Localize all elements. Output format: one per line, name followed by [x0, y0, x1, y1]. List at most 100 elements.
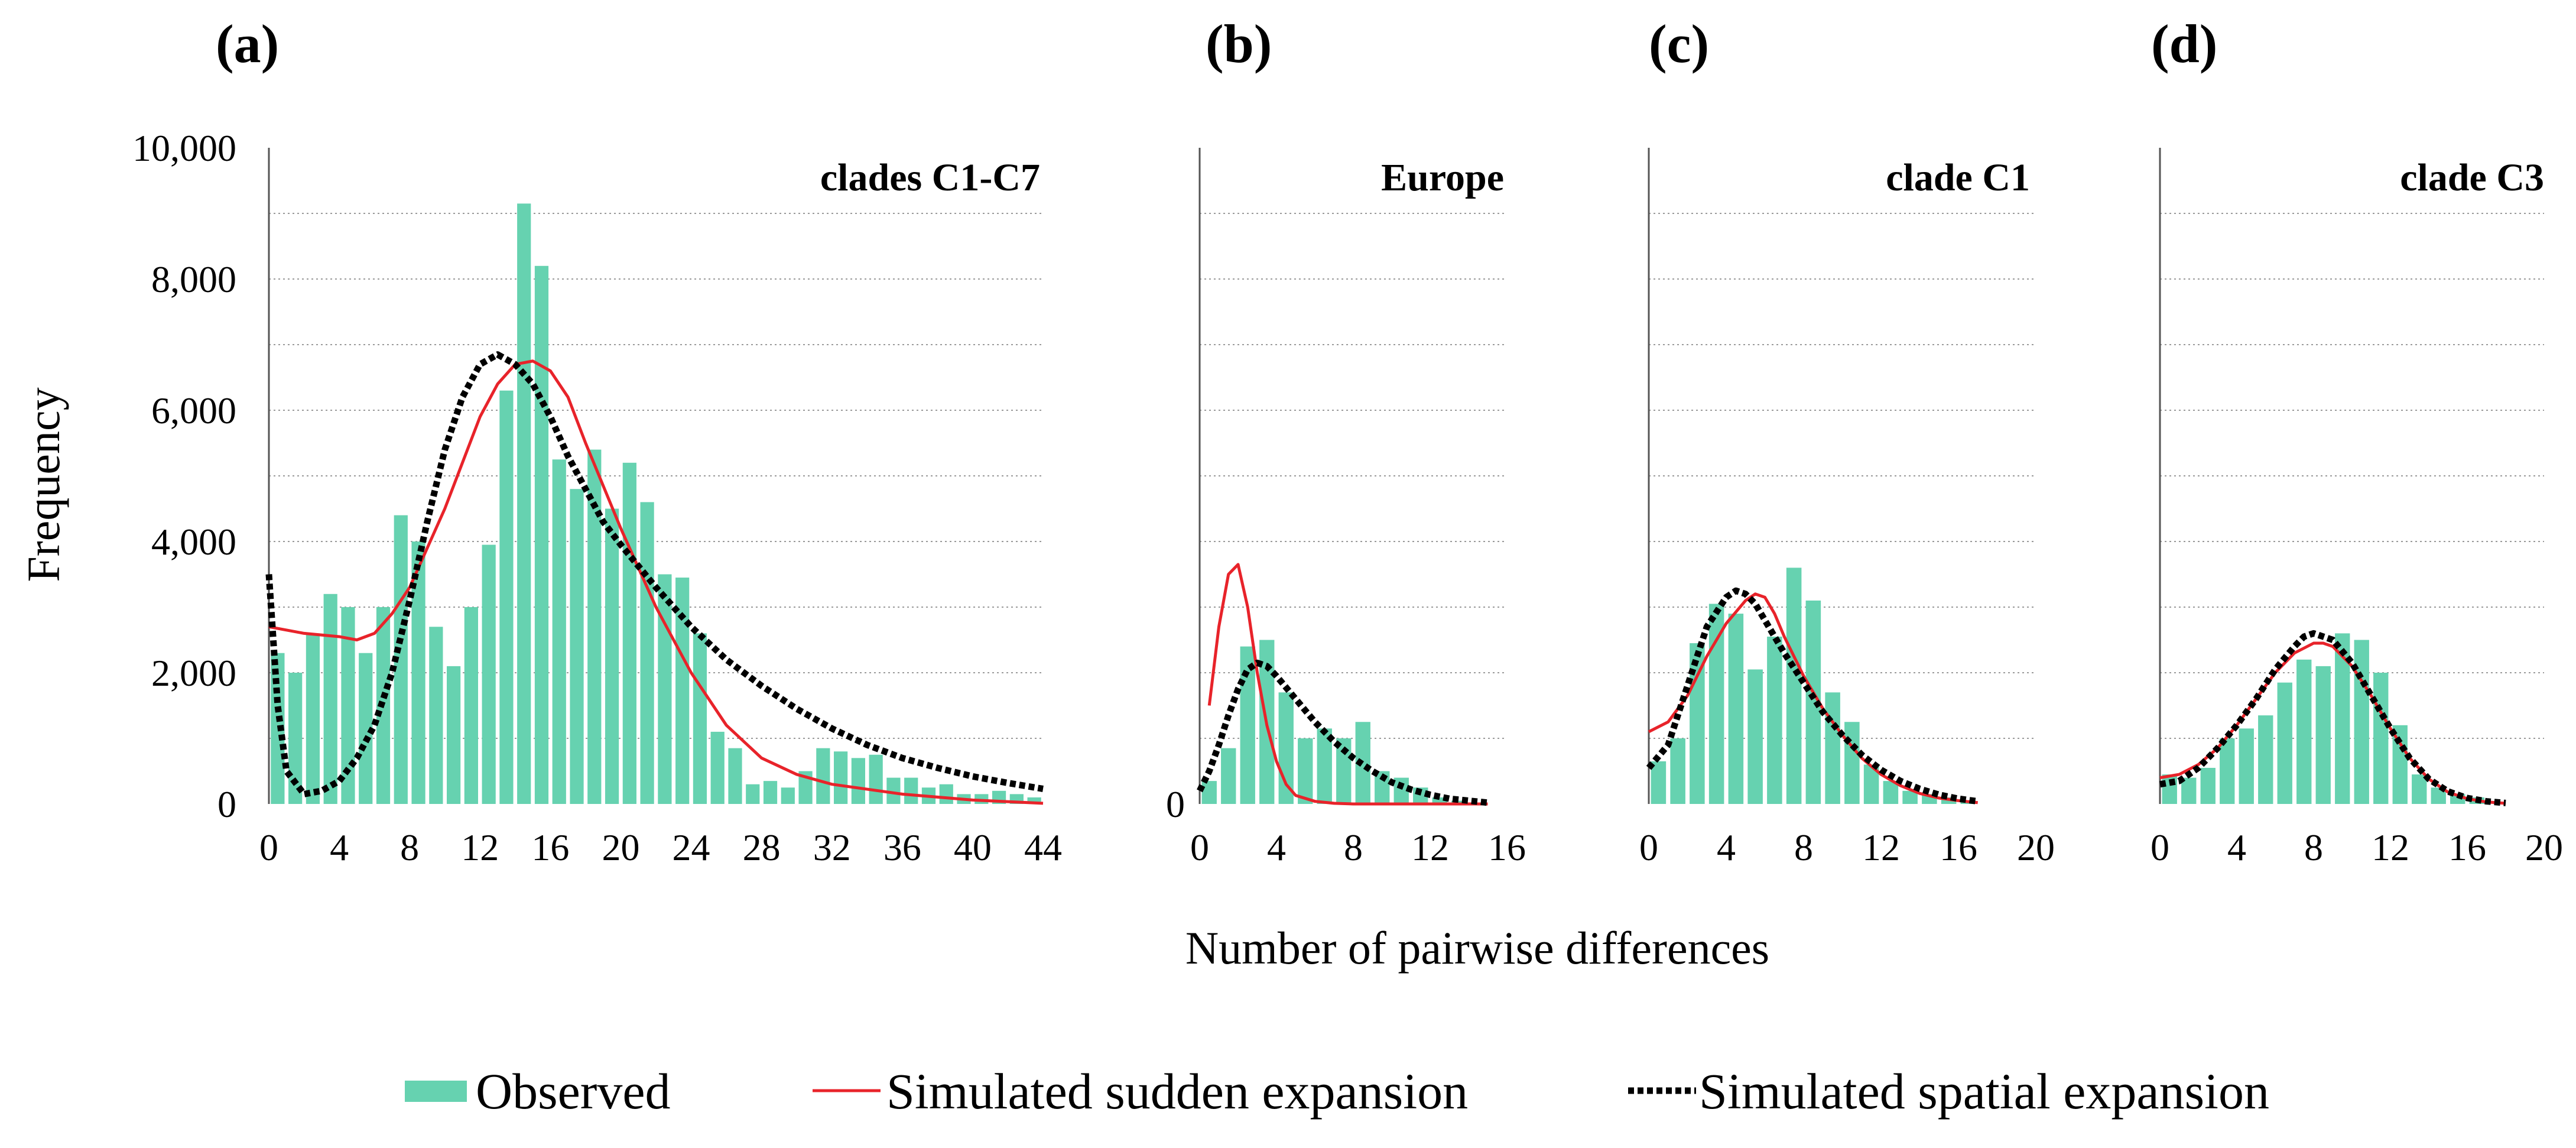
xtick-d-20: 20 [2525, 826, 2563, 868]
bar-a-4 [341, 607, 355, 804]
bar-b-2 [1240, 646, 1255, 804]
bar-c-4 [1728, 614, 1744, 804]
bar-a-13 [499, 390, 514, 804]
bar-d-4 [2239, 728, 2254, 804]
panel-b: 0 4 8 12 16 0 [1166, 148, 1526, 868]
legend-observed-label: Observed [476, 1063, 671, 1120]
panel-letter-c: (c) [1649, 14, 1709, 74]
bar-a-26 [728, 748, 742, 804]
bar-b-4 [1278, 692, 1294, 804]
bar-d-1 [2181, 777, 2197, 804]
bar-c-5 [1747, 669, 1763, 804]
bar-a-23 [675, 578, 690, 804]
bar-d-5 [2258, 715, 2273, 804]
xtick-c-20: 20 [2017, 826, 2055, 868]
bar-c-6 [1767, 636, 1782, 804]
bar-a-17 [570, 489, 584, 804]
bar-a-19 [605, 508, 619, 804]
bar-a-25 [710, 731, 725, 804]
bar-d-6 [2277, 682, 2292, 804]
sudden-curve-c [1648, 592, 1979, 805]
spatial-curve-d [2159, 630, 2506, 806]
xtick-b-4: 4 [1267, 826, 1286, 868]
panel-title-b: Europe [1381, 156, 1504, 199]
xtick-d-0: 0 [2151, 826, 2169, 868]
bar-d-7 [2296, 659, 2312, 804]
xtick-d-12: 12 [2372, 826, 2409, 868]
bar-a-20 [622, 462, 636, 804]
legend: Observed Simulated sudden expansion Simu… [405, 1063, 2269, 1120]
sudden-curve-a [268, 359, 1044, 805]
ytick-a-0: 0 [217, 783, 236, 825]
ytick-b-0: 0 [1166, 783, 1185, 825]
bar-a-36 [904, 777, 918, 804]
xtick-d-16: 16 [2448, 826, 2486, 868]
bar-a-27 [746, 784, 760, 804]
bar-a-35 [886, 777, 901, 804]
panel-letter-d: (d) [2151, 14, 2217, 74]
bar-a-15 [534, 265, 549, 804]
bar-a-3 [323, 594, 337, 804]
bar-b-0 [1201, 781, 1217, 804]
ytick-a-10000: 10,000 [132, 127, 236, 169]
bar-a-10 [447, 666, 461, 804]
bar-a-38 [939, 784, 953, 804]
bar-a-8 [411, 541, 425, 804]
bar-a-1 [288, 673, 303, 804]
bar-d-2 [2200, 767, 2216, 804]
xtick-a-8: 8 [400, 826, 419, 868]
bar-a-12 [482, 544, 496, 804]
bar-a-34 [869, 754, 883, 804]
y-axis-label: Frequency [18, 387, 69, 582]
bar-d-11 [2373, 673, 2389, 804]
bar-d-13 [2412, 774, 2427, 804]
bar-a-29 [781, 787, 795, 804]
bar-c-10 [1844, 722, 1860, 804]
xtick-a-24: 24 [673, 826, 710, 868]
panel-title-d: clade C3 [2400, 156, 2544, 199]
xtick-b-8: 8 [1344, 826, 1363, 868]
xtick-a-44: 44 [1024, 826, 1062, 868]
bar-a-11 [464, 607, 478, 804]
xtick-a-36: 36 [883, 826, 921, 868]
xtick-c-0: 0 [1639, 826, 1658, 868]
ytick-a-6000: 6,000 [151, 390, 236, 432]
spatial-curve-a [265, 351, 1044, 797]
bar-a-9 [429, 627, 443, 804]
xtick-d-4: 4 [2227, 826, 2246, 868]
bar-a-2 [306, 633, 320, 804]
bar-c-1 [1670, 738, 1685, 804]
bar-a-28 [763, 781, 778, 804]
panel-a: 0 4 8 12 16 20 24 28 32 36 40 44 0 2,000 4,000 6,000 8,0… [132, 127, 1062, 868]
spatial-curve-b [1197, 659, 1489, 806]
bar-b-12 [1432, 797, 1447, 804]
bar-a-33 [851, 758, 865, 804]
xtick-a-0: 0 [259, 826, 278, 868]
xtick-b-12: 12 [1411, 826, 1449, 868]
xtick-a-40: 40 [954, 826, 992, 868]
bar-b-13 [1451, 800, 1467, 804]
xtick-b-16: 16 [1488, 826, 1526, 868]
ytick-a-8000: 8,000 [151, 258, 236, 300]
xtick-d-8: 8 [2304, 826, 2323, 868]
xtick-a-28: 28 [743, 826, 781, 868]
bar-b-1 [1221, 748, 1236, 804]
bar-a-22 [658, 574, 672, 804]
xtick-a-4: 4 [330, 826, 349, 868]
x-axis-label: Number of pairwise differences [1185, 922, 1769, 974]
xtick-c-16: 16 [1940, 826, 1977, 868]
bar-a-24 [693, 633, 707, 804]
bar-d-3 [2220, 738, 2235, 804]
bar-a-16 [552, 459, 566, 804]
panel-letter-a: (a) [216, 14, 279, 74]
panel-d: 0 4 8 12 16 20 [2151, 148, 2563, 868]
xtick-a-16: 16 [531, 826, 569, 868]
bar-c-0 [1651, 761, 1667, 804]
ytick-a-2000: 2,000 [151, 652, 236, 694]
xtick-c-12: 12 [1862, 826, 1900, 868]
bar-a-7 [394, 515, 408, 804]
xtick-b-0: 0 [1190, 826, 1209, 868]
bar-c-13 [1902, 790, 1918, 804]
panel-title-a: clades C1-C7 [820, 156, 1040, 199]
